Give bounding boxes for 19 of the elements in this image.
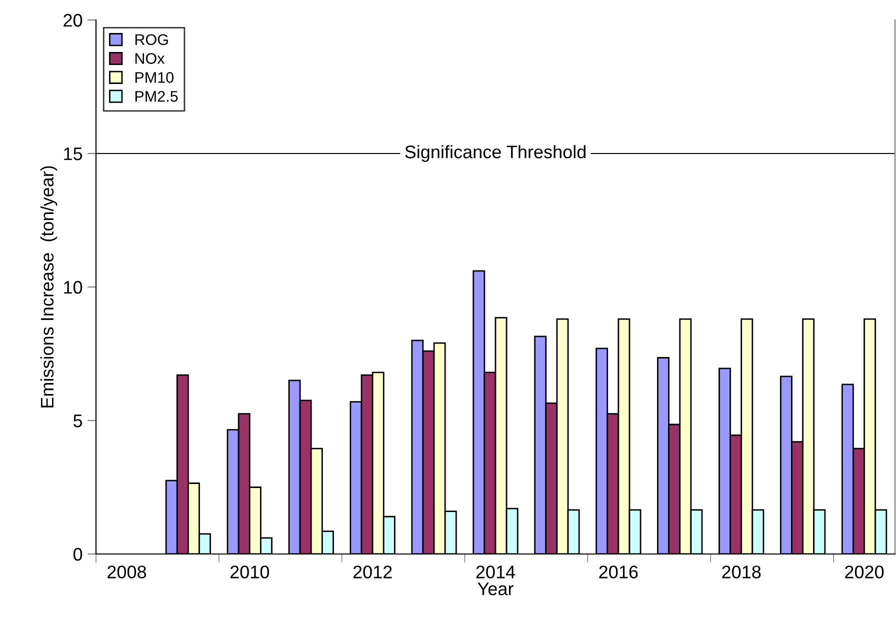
legend-label: PM2.5 xyxy=(135,90,178,102)
x-tick-label: 2014 xyxy=(476,566,516,578)
y-tick-label: 20 xyxy=(64,14,82,27)
y-tick-label: 5 xyxy=(73,414,82,428)
x-tick-label: 2020 xyxy=(845,566,884,578)
ref-line-label: Significance Threshold xyxy=(405,145,586,162)
x-tick-label: 2018 xyxy=(722,566,761,578)
x-tick-label: 2010 xyxy=(230,566,270,578)
y-tick-label: 15 xyxy=(64,148,82,160)
legend-label: PM10 xyxy=(135,72,174,83)
x-tick-label: 2012 xyxy=(353,566,392,578)
x-tick-label: 2016 xyxy=(599,566,638,578)
y-tick-label: 10 xyxy=(64,280,82,294)
y-tick-label: 0 xyxy=(73,548,82,561)
x-tick-label: 2008 xyxy=(108,566,146,578)
y-axis-title: Emissions Increase (ton/year) xyxy=(40,166,58,408)
legend-label: ROG xyxy=(135,34,168,46)
legend-label: NOx xyxy=(135,53,165,64)
x-axis-title: Year xyxy=(478,582,514,596)
